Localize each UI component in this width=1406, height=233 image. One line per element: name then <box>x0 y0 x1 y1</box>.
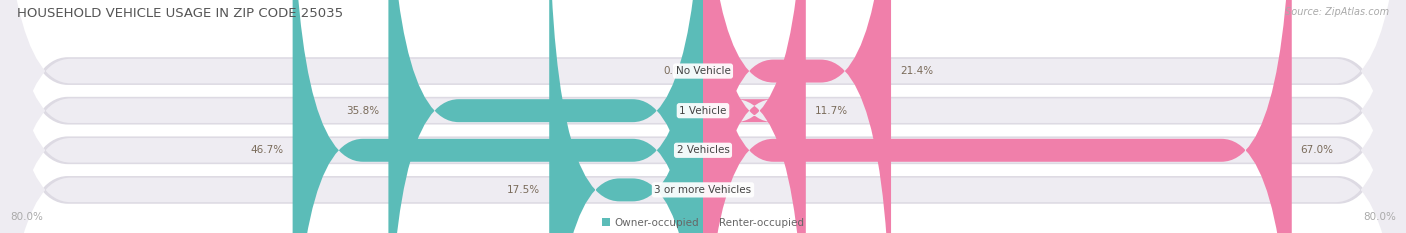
Text: 11.7%: 11.7% <box>814 106 848 116</box>
Text: Source: ZipAtlas.com: Source: ZipAtlas.com <box>1285 7 1389 17</box>
FancyBboxPatch shape <box>703 0 891 233</box>
Text: 80.0%: 80.0% <box>1364 212 1396 222</box>
Legend: Owner-occupied, Renter-occupied: Owner-occupied, Renter-occupied <box>602 218 804 228</box>
Text: 17.5%: 17.5% <box>508 185 540 195</box>
Text: 0.0%: 0.0% <box>664 66 690 76</box>
Text: 21.4%: 21.4% <box>900 66 934 76</box>
FancyBboxPatch shape <box>550 0 703 233</box>
FancyBboxPatch shape <box>703 0 1292 233</box>
FancyBboxPatch shape <box>292 0 703 233</box>
Text: 67.0%: 67.0% <box>1301 145 1333 155</box>
Text: 0.0%: 0.0% <box>716 185 742 195</box>
Text: 2 Vehicles: 2 Vehicles <box>676 145 730 155</box>
Text: 46.7%: 46.7% <box>250 145 284 155</box>
Text: 3 or more Vehicles: 3 or more Vehicles <box>654 185 752 195</box>
FancyBboxPatch shape <box>388 0 703 233</box>
Text: No Vehicle: No Vehicle <box>675 66 731 76</box>
Text: HOUSEHOLD VEHICLE USAGE IN ZIP CODE 25035: HOUSEHOLD VEHICLE USAGE IN ZIP CODE 2503… <box>17 7 343 20</box>
FancyBboxPatch shape <box>703 0 806 233</box>
Text: 35.8%: 35.8% <box>346 106 380 116</box>
Text: 1 Vehicle: 1 Vehicle <box>679 106 727 116</box>
Text: 80.0%: 80.0% <box>10 212 42 222</box>
